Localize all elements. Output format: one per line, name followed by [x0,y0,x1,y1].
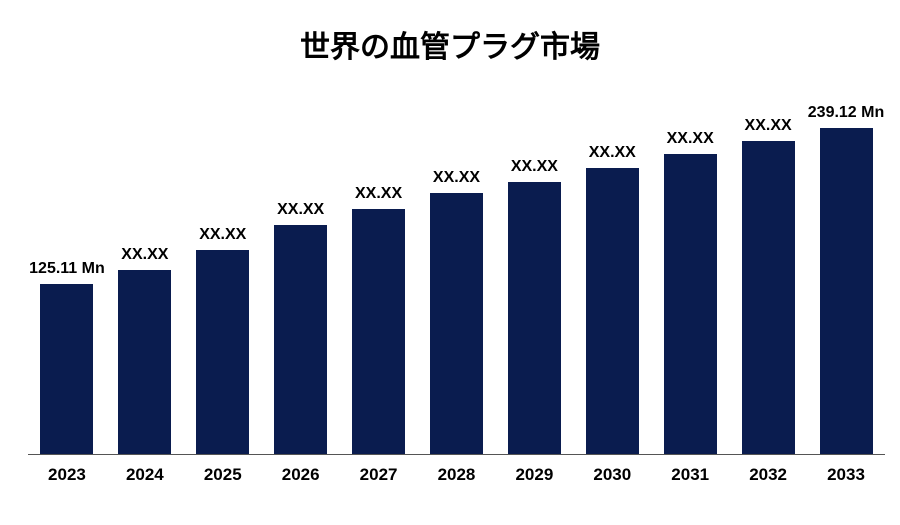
chart-title: 世界の血管プラグ市場 [0,0,900,66]
x-axis-label: 2031 [651,459,729,485]
bar [352,209,405,454]
bar-value-label: XX.XX [433,169,480,187]
bar-slot: XX.XX [729,100,807,454]
bar [274,225,327,454]
x-axis-label: 2027 [340,459,418,485]
x-axis-labels: 2023202420252026202720282029203020312032… [28,459,885,485]
plot-area: 125.11 Mn XX.XX XX.XX XX.XX XX.XX XX.XX XX.XX X… [28,100,885,455]
bar [40,284,93,454]
bar-value-label: XX.XX [121,246,168,264]
x-axis-label: 2024 [106,459,184,485]
x-axis-label: 2032 [729,459,807,485]
bar-chart: 125.11 Mn XX.XX XX.XX XX.XX XX.XX XX.XX XX.XX X… [28,100,885,485]
bar [664,154,717,454]
x-axis-label: 2029 [495,459,573,485]
x-axis-label: 2025 [184,459,262,485]
bar-value-label: XX.XX [277,201,324,219]
bar-value-label: XX.XX [199,226,246,244]
bar-slot: XX.XX [495,100,573,454]
x-axis-label: 2030 [573,459,651,485]
bar-slot: XX.XX [106,100,184,454]
bar-slot: 125.11 Mn [28,100,106,454]
bar [118,270,171,454]
x-axis-label: 2026 [262,459,340,485]
bar-value-label: XX.XX [589,144,636,162]
bar-value-label: XX.XX [667,130,714,148]
bar-slot: XX.XX [651,100,729,454]
x-axis-label: 2033 [807,459,885,485]
bar-slot: XX.XX [573,100,651,454]
bar-value-label: XX.XX [511,158,558,176]
bar [430,193,483,454]
bar-value-label: XX.XX [355,185,402,203]
bar-value-label: 125.11 Mn [29,260,105,278]
x-axis-label: 2028 [418,459,496,485]
bar-value-label: XX.XX [745,117,792,135]
bar [508,182,561,454]
bar-slot: XX.XX [340,100,418,454]
bar-slot: XX.XX [262,100,340,454]
bar [742,141,795,454]
bar [586,168,639,454]
bar [820,128,873,454]
x-axis-label: 2023 [28,459,106,485]
bar [196,250,249,454]
bar-slot: 239.12 Mn [807,100,885,454]
bar-slot: XX.XX [418,100,496,454]
bar-slot: XX.XX [184,100,262,454]
bars-container: 125.11 Mn XX.XX XX.XX XX.XX XX.XX XX.XX XX.XX X… [28,100,885,454]
bar-value-label: 239.12 Mn [808,104,884,122]
